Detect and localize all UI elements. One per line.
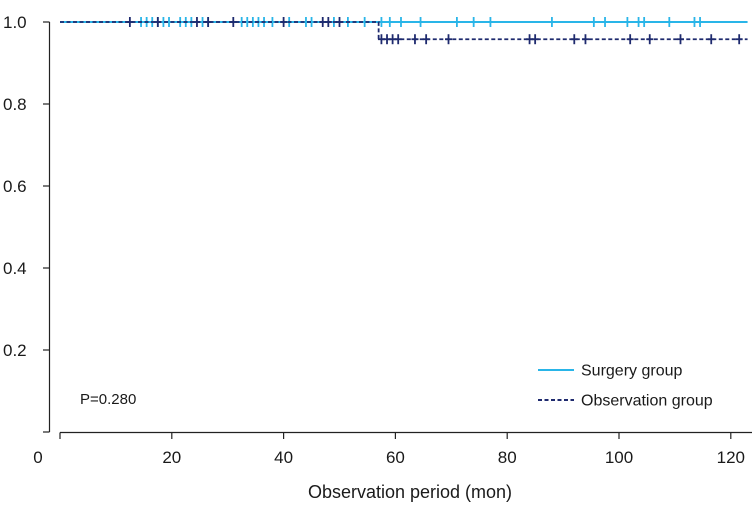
y-tick-label: 1.0 <box>3 13 27 32</box>
x-tick-label: 100 <box>605 448 633 467</box>
x-ticks: 0 20 40 60 80 100 120 <box>33 432 745 467</box>
series-layer <box>60 17 748 45</box>
y-tick-label: 0.6 <box>3 177 27 196</box>
x-tick-label: 20 <box>162 448 181 467</box>
y-ticks: 0.2 0.4 0.6 0.8 1.0 <box>3 13 50 433</box>
x-tick-label: 120 <box>717 448 745 467</box>
y-tick-label: 0.4 <box>3 259 27 278</box>
legend: Surgery group Observation group <box>538 363 713 410</box>
p-value-annotation: P=0.280 <box>80 391 136 408</box>
series-surgery <box>60 17 748 27</box>
series-observation <box>60 17 748 45</box>
legend-label: Surgery group <box>581 363 682 380</box>
y-tick-label: 0.8 <box>3 95 27 114</box>
x-tick-label: 40 <box>274 448 293 467</box>
x-tick-label: 60 <box>386 448 405 467</box>
y-tick-label: 0.2 <box>3 341 27 360</box>
x-tick-label: 80 <box>498 448 517 467</box>
axes <box>48 22 752 434</box>
legend-label: Observation group <box>581 393 713 410</box>
survival-curve <box>60 21 748 41</box>
x-axis-title: Observation period (mon) <box>308 482 512 502</box>
x-tick-label: 0 <box>33 448 42 467</box>
